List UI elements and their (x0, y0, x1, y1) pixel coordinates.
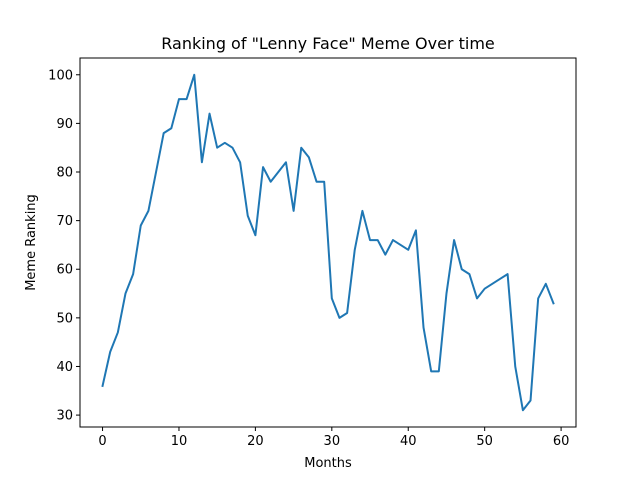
y-axis-label: Meme Ranking (24, 194, 39, 291)
y-tick-label: 30 (56, 409, 73, 424)
y-tick-label: 60 (56, 263, 73, 278)
x-tick-label: 50 (476, 434, 493, 449)
y-tick-label: 90 (56, 117, 73, 132)
x-tick-label: 30 (324, 434, 341, 449)
y-tick-label: 70 (56, 214, 73, 229)
y-axis-ticks: 30 40 50 60 70 80 90 100 (48, 68, 80, 424)
y-tick-label: 50 (56, 311, 73, 326)
y-tick-label: 40 (56, 360, 73, 375)
x-tick-label: 60 (553, 434, 570, 449)
x-axis-ticks: 0 10 20 30 40 50 60 (98, 427, 569, 449)
chart-title: Ranking of "Lenny Face" Meme Over time (161, 34, 495, 53)
x-tick-label: 0 (98, 434, 106, 449)
y-tick-label: 80 (56, 166, 73, 181)
x-tick-label: 10 (171, 434, 188, 449)
x-tick-label: 20 (247, 434, 264, 449)
x-axis-label: Months (304, 456, 352, 471)
y-tick-label: 100 (48, 68, 73, 83)
x-tick-label: 40 (400, 434, 417, 449)
plot-frame (79, 57, 577, 428)
series-line (101, 73, 555, 412)
